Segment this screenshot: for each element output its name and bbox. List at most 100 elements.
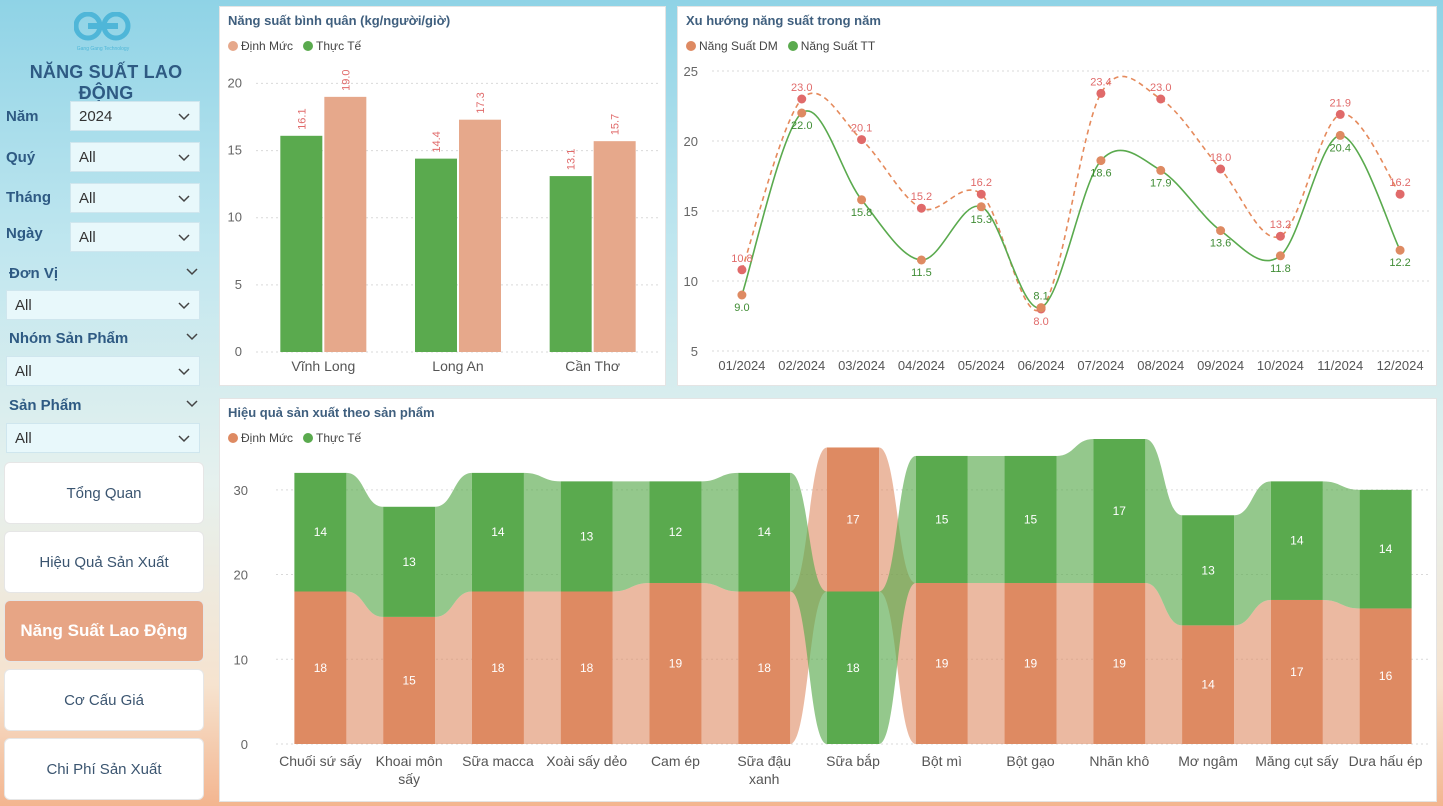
point-nang-suat-tt[interactable] (1275, 251, 1285, 261)
data-label: 14 (758, 525, 772, 539)
filter-ngay-select[interactable]: All (70, 222, 200, 252)
filter-label-thang: Tháng (6, 189, 51, 206)
point-nang-suat-dm[interactable] (1096, 88, 1106, 98)
bar-chart-legend: Định Mức Thực Tế (228, 39, 361, 53)
x-tick-label: Bột gạo (1006, 753, 1054, 769)
bar-dinh-muc[interactable] (649, 583, 702, 744)
x-tick-label: Nhãn khô (1089, 753, 1149, 769)
bar-thuc-te[interactable] (1182, 515, 1235, 626)
legend-label: Định Mức (241, 431, 294, 445)
point-nang-suat-tt[interactable] (916, 255, 926, 265)
bar-dinh-muc[interactable] (1270, 599, 1323, 744)
ribbon-band (879, 455, 916, 744)
bar-thuc-te[interactable] (915, 455, 968, 584)
data-label: 17 (846, 512, 860, 526)
filter-nhom-san-pham-select[interactable]: All (6, 356, 200, 386)
filter-nam-select[interactable]: 2024 (70, 101, 200, 131)
bar-dinh-muc[interactable] (593, 141, 636, 352)
nav-chi-phi-san-xuat-button[interactable]: Chi Phí Sản Xuất (4, 738, 204, 800)
point-nang-suat-dm[interactable] (857, 135, 867, 145)
bar-thuc-te[interactable] (280, 135, 323, 352)
bar-dinh-muc[interactable] (324, 96, 367, 352)
filter-label-don-vi: Đơn Vị (9, 265, 58, 282)
legend-marker (228, 41, 238, 51)
legend-item[interactable]: Định Mức (228, 431, 293, 445)
chevron-down-icon[interactable] (185, 396, 199, 410)
legend-item[interactable]: Thực Tế (303, 431, 361, 445)
bar-thuc-te[interactable] (827, 591, 879, 745)
point-nang-suat-dm[interactable] (797, 94, 807, 104)
chevron-down-icon[interactable] (185, 329, 199, 343)
bar-dinh-muc[interactable] (1004, 583, 1057, 744)
data-label: 16 (1379, 669, 1393, 683)
bar-dinh-muc[interactable] (459, 119, 501, 352)
legend-label: Năng Suất TT (800, 39, 876, 53)
point-nang-suat-tt[interactable] (1096, 156, 1106, 166)
ribbon-band (346, 472, 384, 617)
point-nang-suat-dm[interactable] (916, 203, 926, 213)
bar-dinh-muc[interactable] (383, 616, 436, 744)
point-nang-suat-tt[interactable] (797, 108, 807, 118)
x-tick-label: Cần Thơ (565, 358, 620, 374)
data-label: 23.4 (1090, 76, 1111, 88)
bar-chart-title: Năng suất bình quân (kg/người/giờ) (228, 13, 451, 28)
data-label: 19 (935, 657, 949, 671)
point-nang-suat-dm[interactable] (1275, 231, 1285, 241)
point-nang-suat-tt[interactable] (1156, 165, 1166, 175)
legend-item[interactable]: Thực Tế (303, 39, 361, 53)
bar-dinh-muc[interactable] (1359, 608, 1412, 744)
bar-thuc-te[interactable] (1093, 439, 1146, 584)
bar-dinh-muc[interactable] (738, 591, 791, 745)
bar-dinh-muc[interactable] (827, 447, 879, 592)
nav-tong-quan-button[interactable]: Tổng Quan (4, 462, 204, 524)
nav-hieu-qua-san-xuat-button[interactable]: Hiệu Quả Sản Xuất (4, 531, 204, 593)
filter-san-pham-select[interactable]: All (6, 423, 200, 453)
bar-thuc-te[interactable] (649, 481, 702, 584)
bar-dinh-muc[interactable] (1093, 583, 1146, 744)
filter-thang-select[interactable]: All (70, 183, 200, 213)
legend-item[interactable]: Định Mức (228, 39, 293, 53)
bar-thuc-te[interactable] (471, 472, 524, 592)
point-nang-suat-tt[interactable] (1335, 130, 1345, 140)
point-nang-suat-dm[interactable] (1156, 94, 1166, 104)
point-nang-suat-dm[interactable] (1335, 109, 1345, 119)
bar-dinh-muc[interactable] (471, 591, 524, 745)
bar-thuc-te[interactable] (294, 472, 347, 592)
bar-dinh-muc[interactable] (1182, 625, 1235, 744)
point-nang-suat-tt[interactable] (976, 202, 986, 212)
y-tick-label: 0 (241, 737, 248, 752)
chevron-down-icon[interactable] (185, 264, 199, 278)
x-tick-label: Sữa bắp (826, 753, 880, 769)
bar-thuc-te[interactable] (738, 472, 791, 592)
bar-thuc-te[interactable] (560, 481, 613, 592)
point-nang-suat-dm[interactable] (1216, 164, 1226, 174)
bar-thuc-te[interactable] (549, 176, 592, 352)
point-nang-suat-dm[interactable] (1395, 189, 1405, 199)
legend-item[interactable]: Năng Suất TT (787, 39, 876, 53)
nav-co-cau-gia-button[interactable]: Cơ Cấu Giá (4, 669, 204, 731)
x-tick-label: Măng cụt sấy (1255, 753, 1338, 769)
bar-thuc-te[interactable] (1004, 455, 1057, 584)
bar-dinh-muc[interactable] (560, 591, 613, 745)
point-nang-suat-dm[interactable] (737, 265, 747, 275)
point-nang-suat-tt[interactable] (857, 195, 867, 205)
point-nang-suat-tt[interactable] (737, 290, 747, 300)
bar-thuc-te[interactable] (415, 158, 457, 352)
nav-nang-suat-lao-dong-button[interactable]: Năng Suất Lao Động (4, 600, 204, 662)
point-nang-suat-dm[interactable] (976, 189, 986, 199)
bar-dinh-muc[interactable] (294, 591, 347, 745)
bar-thuc-te[interactable] (383, 506, 436, 617)
legend-item[interactable]: Năng Suất DM (686, 39, 778, 53)
bar-dinh-muc[interactable] (915, 583, 968, 744)
bar-thuc-te[interactable] (1359, 489, 1412, 609)
filter-don-vi-select[interactable]: All (6, 290, 200, 320)
point-nang-suat-tt[interactable] (1036, 303, 1046, 313)
point-nang-suat-tt[interactable] (1395, 245, 1405, 255)
data-label: 15 (402, 673, 416, 687)
data-label: 18.6 (1090, 168, 1111, 180)
bar-thuc-te[interactable] (1270, 481, 1323, 600)
point-nang-suat-tt[interactable] (1216, 226, 1226, 236)
data-label: 21.9 (1330, 97, 1351, 109)
filter-quy-select[interactable]: All (70, 142, 200, 172)
chevron-down-icon (178, 154, 190, 162)
